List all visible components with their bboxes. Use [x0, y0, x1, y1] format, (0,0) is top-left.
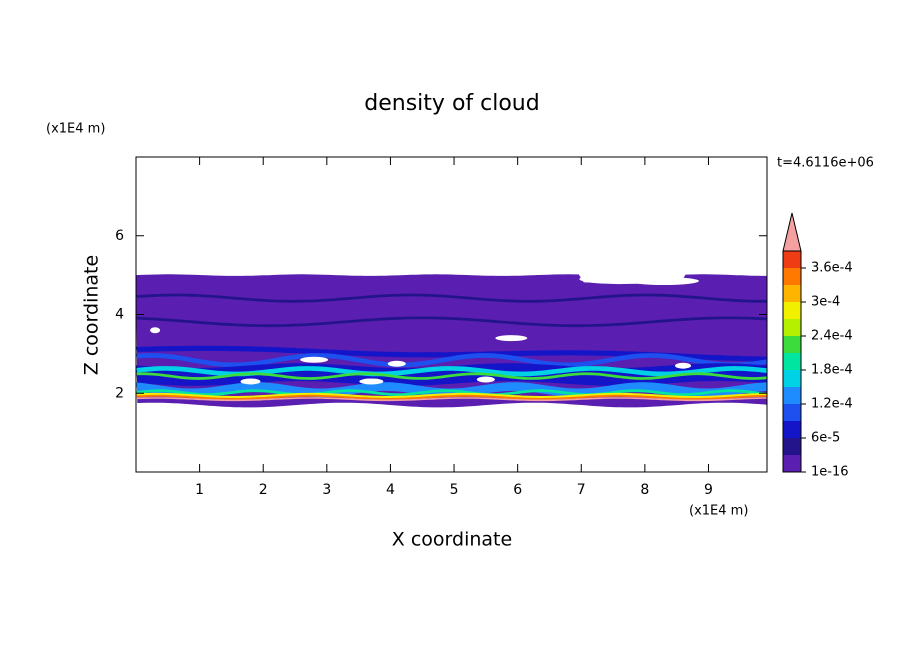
colorbar-box: [783, 421, 801, 438]
colorbar-box: [783, 285, 801, 302]
colorbar-tick-label: 1.8e-4: [811, 363, 853, 378]
colorbar-tick-label: 3e-4: [811, 295, 840, 310]
contour-region: [136, 353, 767, 368]
contour-region: [136, 316, 767, 328]
colorbar-tick-label: 6e-5: [811, 431, 840, 446]
x-tick-label: 3: [322, 482, 331, 498]
contour-region: [136, 293, 767, 303]
x-tick-label: 8: [640, 482, 649, 498]
colorbar-box: [783, 336, 801, 353]
contour-gap: [240, 378, 261, 385]
contour-gap: [387, 360, 406, 367]
contour-gap: [300, 356, 329, 363]
chart-title: density of cloud: [364, 91, 539, 116]
x-axis-label: X coordinate: [392, 529, 512, 551]
contour-gap: [628, 277, 699, 286]
y-unit: (x1E4 m): [46, 122, 105, 137]
colorbar-tick-label: 1.2e-4: [811, 397, 853, 412]
x-unit: (x1E4 m): [689, 504, 748, 519]
contour-region: [136, 372, 767, 380]
colorbar-tick-label: 2.4e-4: [811, 329, 853, 344]
colorbar-box: [783, 319, 801, 336]
colorbar-box: [783, 370, 801, 387]
x-tick-label: 5: [450, 482, 459, 498]
contour-region: [136, 345, 767, 362]
colorbar-tick-label: 1e-16: [811, 465, 849, 480]
contour-gap: [150, 327, 161, 334]
colorbar-box: [783, 455, 801, 472]
colorbar-box: [783, 387, 801, 404]
colorbar-frame: [782, 250, 802, 473]
colorbar-box: [783, 251, 801, 268]
y-axis-label: Z coordinate: [81, 255, 103, 375]
colorbar-box: [783, 268, 801, 285]
contour-gap: [675, 362, 692, 369]
x-tick-label: 7: [577, 482, 586, 498]
contour-field: [136, 274, 767, 408]
contour-gap: [359, 378, 384, 385]
contour-region: [136, 397, 767, 402]
y-tick-label: 2: [115, 385, 124, 401]
colorbar-box: [783, 302, 801, 319]
colorbar-box: [783, 404, 801, 421]
y-tick-label: 6: [115, 228, 124, 244]
contour-gap: [495, 335, 528, 342]
x-tick-label: 1: [195, 482, 204, 498]
x-tick-label: 2: [259, 482, 268, 498]
x-tick-label: 9: [704, 482, 713, 498]
contour-region: [136, 366, 767, 377]
x-tick-label: 4: [386, 482, 395, 498]
colorbar-box: [783, 438, 801, 455]
y-tick-label: 4: [115, 307, 124, 323]
contour-gap: [476, 376, 495, 383]
x-tick-label: 6: [513, 482, 522, 498]
colorbar-box: [783, 353, 801, 370]
colorbar-extend: [782, 212, 802, 252]
contour-region: [136, 394, 767, 400]
colorbar-tick-label: 3.6e-4: [811, 261, 853, 276]
annotation: t=4.6116e+06: [777, 156, 874, 171]
